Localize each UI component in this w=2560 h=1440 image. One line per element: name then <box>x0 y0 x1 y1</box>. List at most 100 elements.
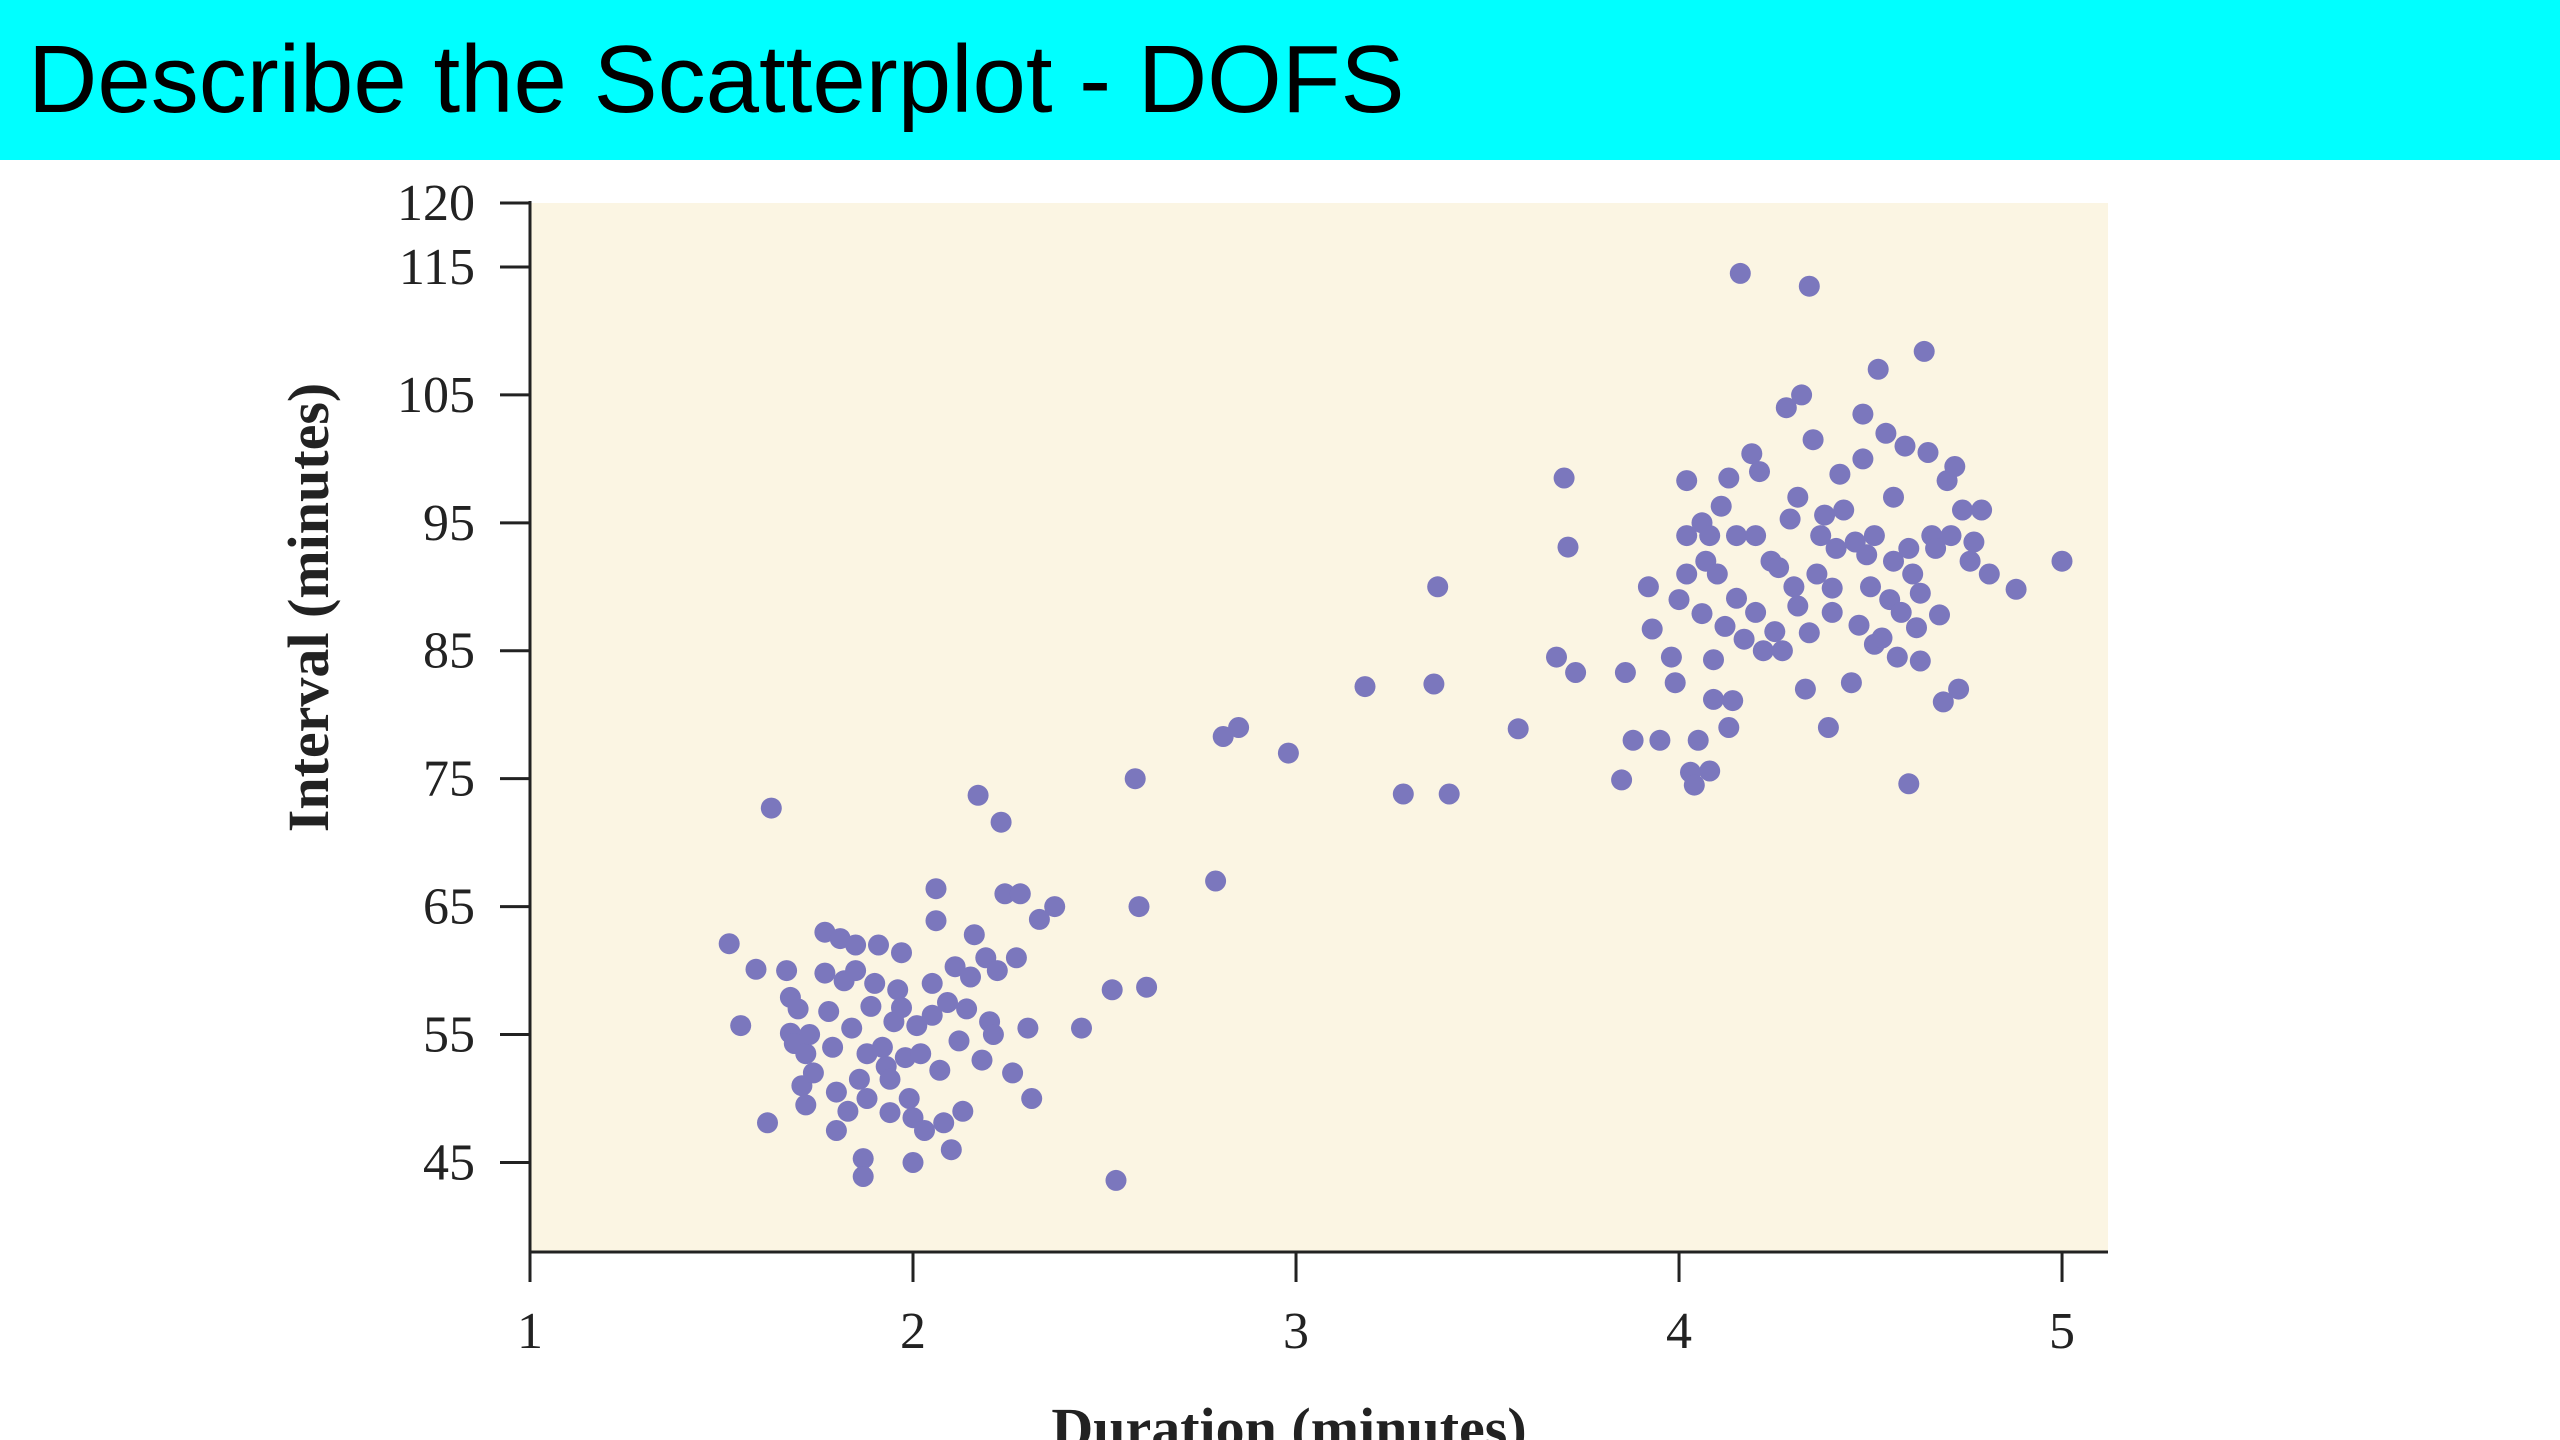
data-point <box>1005 947 1027 969</box>
data-point <box>845 960 867 982</box>
data-point <box>1228 717 1250 738</box>
data-point <box>1875 422 1897 444</box>
x-tick-label: 5 <box>2049 1303 2075 1360</box>
data-point <box>1660 646 1682 668</box>
y-tick-label: 75 <box>423 751 475 808</box>
data-point <box>937 992 958 1013</box>
data-point <box>841 1017 863 1039</box>
y-tick-label: 115 <box>399 239 475 296</box>
data-point <box>1798 622 1820 644</box>
y-tick-label: 55 <box>423 1007 475 1064</box>
plot-area <box>530 203 2108 1252</box>
data-point <box>856 1088 878 1109</box>
data-point <box>1814 504 1836 526</box>
x-axis-title: Duration (minutes) <box>1051 1396 1526 1440</box>
data-point <box>1959 550 1981 572</box>
data-point <box>1699 525 1721 547</box>
data-point <box>1021 1088 1043 1109</box>
data-point <box>1703 688 1724 710</box>
data-point <box>868 934 889 956</box>
data-point <box>1718 467 1740 489</box>
data-point <box>1906 617 1927 639</box>
data-point <box>1124 768 1146 790</box>
data-point <box>1044 896 1066 918</box>
data-point <box>1354 676 1376 698</box>
data-point <box>1898 537 1920 559</box>
data-point <box>848 1068 870 1090</box>
data-point <box>1886 646 1908 668</box>
data-point <box>871 1036 893 1058</box>
data-point <box>925 910 947 932</box>
x-tick-label: 1 <box>517 1303 543 1360</box>
data-point <box>1798 275 1820 297</box>
data-point <box>1703 649 1724 671</box>
data-point <box>1726 525 1747 547</box>
data-point <box>1676 470 1698 492</box>
y-axis-ticks: 45 55 65 75 85 95 105 115 120 <box>397 175 530 1191</box>
data-point <box>1821 577 1843 599</box>
data-point <box>967 784 989 806</box>
data-point <box>1894 435 1916 457</box>
y-tick-label: 105 <box>397 367 475 424</box>
data-point <box>910 1043 932 1065</box>
data-point <box>948 1030 970 1052</box>
data-point <box>1009 883 1031 905</box>
data-point <box>1664 672 1686 694</box>
data-point <box>925 878 947 900</box>
data-point <box>757 1112 778 1134</box>
data-point <box>1917 442 1939 463</box>
y-tick-label: 45 <box>423 1134 475 1191</box>
data-point <box>825 1081 847 1103</box>
data-point <box>1668 589 1690 611</box>
data-point <box>1649 729 1671 751</box>
data-point <box>940 1139 962 1161</box>
data-point <box>1427 576 1449 598</box>
data-point <box>1745 525 1767 547</box>
x-tick-label: 3 <box>1283 1303 1309 1360</box>
data-point <box>864 972 886 994</box>
data-point <box>921 972 943 994</box>
data-point <box>960 966 981 988</box>
data-point <box>1771 640 1793 662</box>
data-point <box>1791 384 1813 406</box>
data-point <box>971 1049 993 1071</box>
data-point <box>1909 582 1931 604</box>
data-point <box>1929 604 1950 626</box>
data-point <box>852 1166 874 1187</box>
data-points <box>718 262 2073 1191</box>
data-point <box>1699 760 1721 782</box>
data-point <box>1852 403 1874 425</box>
data-point <box>1714 615 1736 637</box>
data-point <box>1729 262 1751 284</box>
data-point <box>1802 429 1824 451</box>
data-point <box>1614 662 1636 683</box>
data-point <box>887 979 909 1001</box>
data-point <box>1871 627 1893 649</box>
data-point <box>1913 340 1935 362</box>
data-point <box>1507 718 1529 740</box>
data-point <box>776 960 798 982</box>
data-point <box>1952 499 1973 521</box>
data-point <box>795 1094 817 1116</box>
data-point <box>1212 726 1234 747</box>
y-axis-title: Interval (minutes) <box>276 383 341 832</box>
data-point <box>1794 678 1816 700</box>
data-point <box>1764 621 1786 643</box>
data-point <box>730 1015 752 1037</box>
data-point <box>1768 557 1790 579</box>
data-point <box>982 1024 1004 1045</box>
data-point <box>2005 578 2027 600</box>
data-point <box>1940 525 1962 547</box>
data-point <box>933 1112 955 1134</box>
data-point <box>860 995 882 1017</box>
data-point <box>1687 729 1709 751</box>
data-point <box>1438 783 1460 805</box>
data-point <box>1733 628 1755 650</box>
y-tick-label: 65 <box>423 879 475 936</box>
data-point <box>718 933 740 955</box>
data-point <box>1821 601 1843 623</box>
data-point <box>944 956 966 978</box>
data-point <box>1706 563 1728 585</box>
